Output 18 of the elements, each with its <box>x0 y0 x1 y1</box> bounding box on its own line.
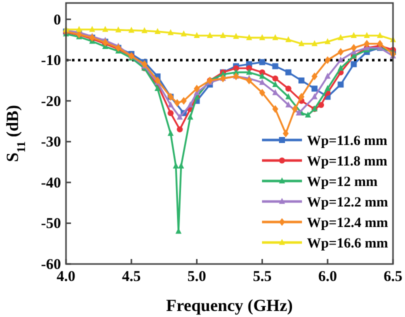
x-tick-label: 5.5 <box>252 269 272 285</box>
legend-label: Wp=16.6 mm <box>307 236 388 252</box>
x-tick-label: 4.5 <box>122 269 141 285</box>
y-tick-label: -30 <box>41 134 61 151</box>
legend-label: Wp=12.2 mm <box>307 196 388 210</box>
legend-label: Wp=12 mm <box>307 175 378 190</box>
x-tick-label: 6.5 <box>384 269 402 285</box>
y-tick-label: -10 <box>41 53 61 70</box>
y-tick-label: -40 <box>41 175 61 192</box>
y-tick-label: -50 <box>41 216 61 232</box>
y-tick-label: -20 <box>41 94 61 110</box>
legend-label: Wp=12.4 mm <box>307 216 388 231</box>
x-axis-title: Frequency (GHz) <box>166 296 293 315</box>
x-tick-label: 6.0 <box>318 269 337 285</box>
legend-label: Wp=11.8 mm <box>307 154 388 170</box>
x-tick-label: 5.0 <box>187 269 206 285</box>
y-tick-label: 0 <box>54 12 61 28</box>
legend-label: Wp=11.6 mm <box>307 134 388 149</box>
